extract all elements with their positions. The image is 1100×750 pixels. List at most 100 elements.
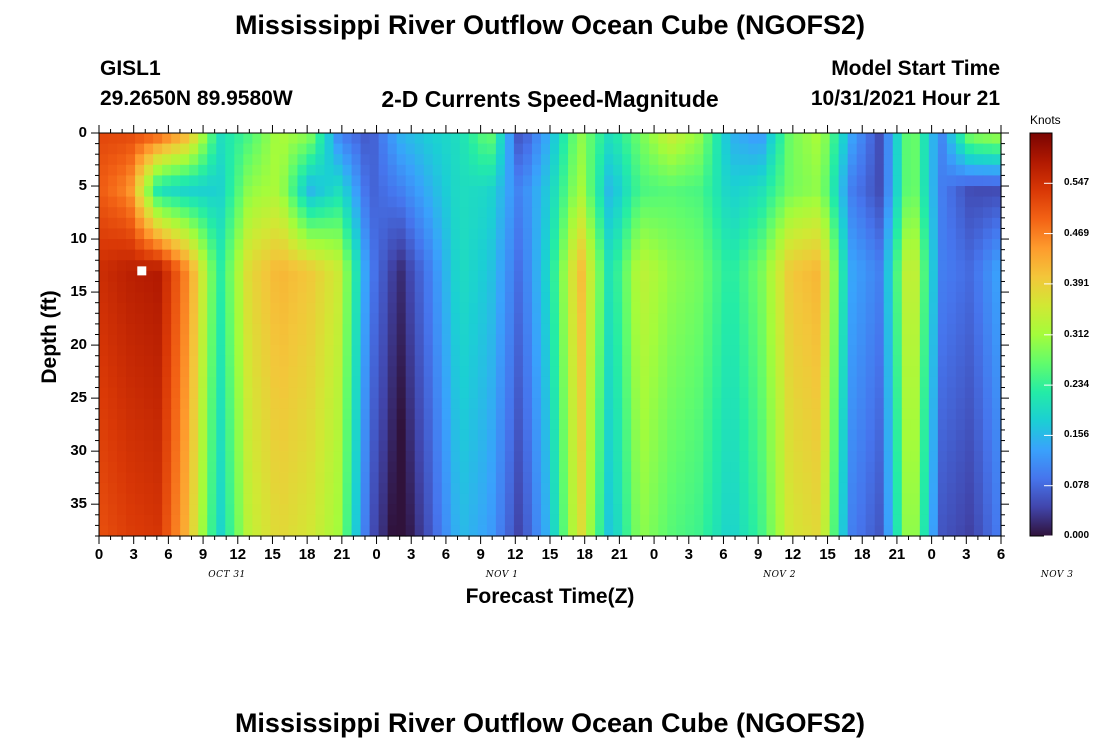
heatmap-cell (117, 164, 127, 177)
heatmap-cell (811, 451, 822, 463)
heatmap-cell (288, 270, 299, 283)
heatmap-cell (550, 239, 560, 251)
heatmap-cell (252, 355, 262, 367)
heatmap-cell (901, 196, 912, 208)
heatmap-cell (595, 260, 605, 272)
heatmap-cell (360, 228, 371, 240)
heatmap-cell (874, 355, 885, 367)
heatmap-cell (270, 249, 280, 261)
heatmap-cell (486, 419, 497, 431)
heatmap-cell (658, 186, 668, 198)
heatmap-cell (144, 461, 154, 473)
heatmap-cell (964, 323, 975, 336)
heatmap-cell (568, 196, 578, 208)
heatmap-cell (207, 482, 217, 495)
heatmap-cell (649, 249, 659, 261)
heatmap-cell (703, 133, 713, 145)
heatmap-cell (937, 175, 948, 187)
heatmap-cell (856, 133, 867, 145)
heatmap-cell (937, 429, 948, 442)
heatmap-cell (712, 281, 722, 293)
heatmap-cell (441, 482, 452, 495)
heatmap-cell (730, 376, 741, 389)
heatmap-cell (703, 228, 713, 240)
heatmap-cell (550, 217, 560, 230)
heatmap-cell (324, 292, 335, 304)
heatmap-cell (369, 270, 380, 283)
heatmap-cell (586, 419, 596, 431)
heatmap-cell (685, 482, 695, 495)
heatmap-cell (658, 302, 668, 314)
heatmap-cell (162, 270, 172, 283)
heatmap-cell (622, 493, 632, 505)
heatmap-cell (991, 186, 1002, 198)
heatmap-cell (676, 514, 686, 526)
heatmap-cell (450, 461, 461, 473)
heatmap-cell (955, 292, 966, 304)
heatmap-cell (198, 302, 208, 314)
heatmap-cell (676, 143, 686, 155)
heatmap-cell (721, 345, 731, 357)
heatmap-cell (856, 154, 867, 166)
heatmap-cell (306, 472, 317, 484)
heatmap-cell (586, 323, 596, 336)
heatmap-cell (739, 334, 750, 346)
heatmap-cell (252, 461, 262, 473)
heatmap-cell (324, 164, 335, 177)
heatmap-cell (180, 376, 190, 389)
heatmap-cell (360, 419, 371, 431)
heatmap-cell (180, 461, 190, 473)
heatmap-cell (315, 217, 326, 230)
heatmap-cell (369, 376, 380, 389)
heatmap-cell (171, 228, 181, 240)
heatmap-cell (595, 334, 605, 346)
x-tick-label: 12 (229, 546, 247, 563)
heatmap-cell (261, 249, 271, 261)
heatmap-cell (216, 270, 226, 283)
heatmap-cell (225, 387, 235, 399)
heatmap-cell (613, 461, 623, 473)
heatmap-cell (216, 398, 226, 410)
heatmap-cell (351, 270, 362, 283)
heatmap-cell (811, 133, 822, 145)
heatmap-cell (504, 143, 515, 155)
heatmap-cell (360, 514, 371, 526)
heatmap-cell (486, 504, 497, 516)
heatmap-cell (550, 186, 560, 198)
heatmap-cell (712, 186, 722, 198)
heatmap-cell (613, 133, 623, 145)
heatmap-cell (991, 323, 1002, 336)
heatmap-cell (234, 270, 244, 283)
heatmap-cell (919, 281, 930, 293)
heatmap-cell (694, 239, 704, 251)
heatmap-cell (477, 398, 488, 410)
heatmap-cell (333, 164, 344, 177)
heatmap-cell (495, 164, 506, 177)
heatmap-cell (324, 270, 335, 283)
heatmap-cell (108, 249, 118, 261)
heatmap-cell (369, 186, 380, 198)
heatmap-cell (540, 217, 551, 230)
heatmap-cell (937, 472, 948, 484)
heatmap-cell (108, 419, 118, 431)
heatmap-cell (261, 376, 271, 389)
heatmap-cell (432, 366, 443, 378)
heatmap-cell (829, 451, 840, 463)
heatmap-cell (261, 302, 271, 314)
heatmap-cell (649, 186, 659, 198)
heatmap-cell (712, 164, 722, 177)
heatmap-cell (378, 472, 389, 484)
heatmap-cell (135, 196, 145, 208)
heatmap-cell (351, 514, 362, 526)
heatmap-cell (955, 164, 966, 177)
heatmap-cell (874, 249, 885, 261)
x-tick-label: 12 (506, 546, 524, 563)
heatmap-cell (784, 302, 795, 314)
heatmap-cell (369, 419, 380, 431)
heatmap-cell (414, 387, 425, 399)
heatmap-cell (703, 408, 713, 420)
heatmap-cell (108, 451, 118, 463)
heatmap-cell (640, 376, 650, 389)
heatmap-cell (964, 270, 975, 283)
heatmap-cell (504, 408, 515, 420)
